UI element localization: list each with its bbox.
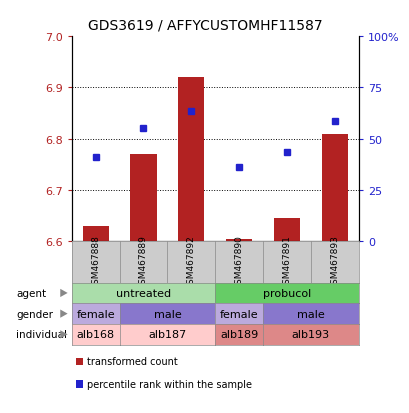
Text: percentile rank within the sample: percentile rank within the sample	[87, 379, 252, 389]
Bar	[130, 155, 156, 242]
Polygon shape	[60, 310, 67, 318]
Text: probucol: probucol	[262, 288, 310, 298]
Text: GSM467889: GSM467889	[139, 235, 148, 290]
Text: GSM467891: GSM467891	[282, 235, 291, 290]
Text: alb193: alb193	[291, 330, 329, 339]
Polygon shape	[60, 289, 67, 297]
Text: GSM467893: GSM467893	[330, 235, 339, 290]
Text: female: female	[219, 309, 258, 319]
Text: female: female	[76, 309, 115, 319]
Text: transformed count: transformed count	[87, 356, 178, 366]
Text: male: male	[296, 309, 324, 319]
Text: alb187: alb187	[148, 330, 186, 339]
Bar	[82, 226, 108, 242]
Text: alb189: alb189	[220, 330, 258, 339]
Polygon shape	[60, 330, 67, 339]
Text: GSM467888: GSM467888	[91, 235, 100, 290]
Text: GDS3619 / AFFYCUSTOMHF11587: GDS3619 / AFFYCUSTOMHF11587	[88, 19, 321, 33]
Bar	[225, 239, 252, 242]
Text: GSM467892: GSM467892	[187, 235, 196, 290]
Bar	[273, 218, 299, 242]
Text: male: male	[153, 309, 181, 319]
Bar	[178, 78, 204, 242]
Text: GSM467890: GSM467890	[234, 235, 243, 290]
Text: individual: individual	[16, 330, 67, 339]
Text: untreated: untreated	[116, 288, 171, 298]
Text: agent: agent	[16, 288, 46, 298]
Text: alb168: alb168	[76, 330, 115, 339]
Text: gender: gender	[16, 309, 53, 319]
Bar	[321, 134, 347, 242]
